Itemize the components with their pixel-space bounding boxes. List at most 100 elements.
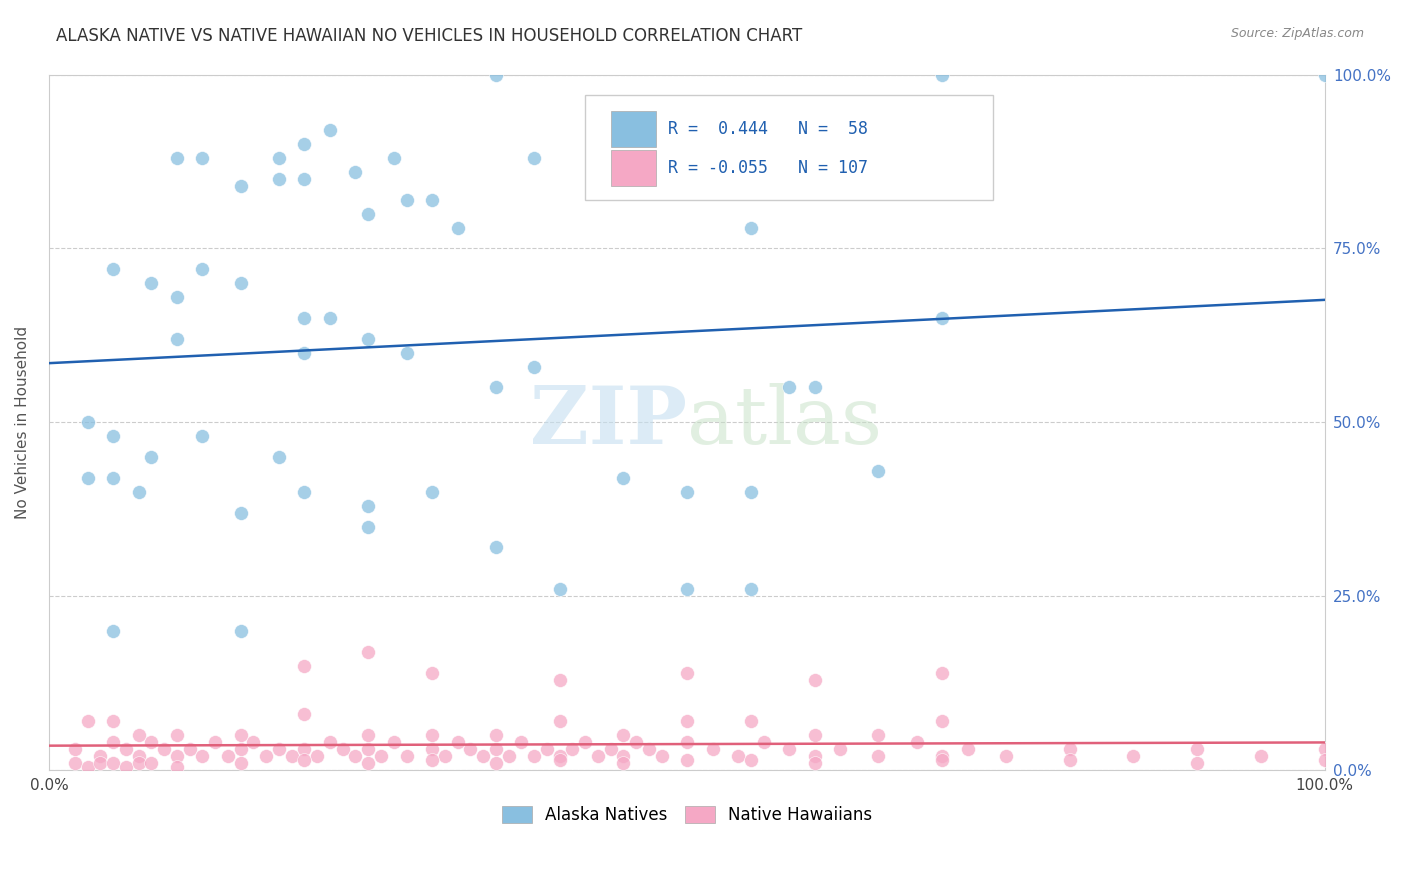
- Point: [1313, 68, 1336, 82]
- Point: [612, 749, 634, 764]
- Point: [166, 332, 188, 346]
- Point: [294, 753, 316, 767]
- Point: [1185, 756, 1208, 770]
- Point: [523, 749, 546, 764]
- Point: [828, 742, 851, 756]
- Point: [420, 728, 443, 742]
- Point: [217, 749, 239, 764]
- Point: [676, 714, 699, 729]
- Point: [485, 756, 508, 770]
- Point: [485, 541, 508, 555]
- Point: [446, 220, 468, 235]
- Point: [166, 759, 188, 773]
- Point: [868, 728, 890, 742]
- Point: [204, 735, 226, 749]
- Point: [548, 673, 571, 687]
- Point: [637, 742, 659, 756]
- Point: [267, 450, 290, 464]
- Point: [740, 582, 762, 597]
- Point: [931, 714, 953, 729]
- Point: [612, 728, 634, 742]
- Point: [344, 165, 367, 179]
- Point: [868, 749, 890, 764]
- Point: [485, 742, 508, 756]
- Point: [191, 749, 214, 764]
- Point: [1313, 753, 1336, 767]
- Point: [280, 749, 302, 764]
- Point: [803, 749, 825, 764]
- Point: [344, 749, 367, 764]
- Y-axis label: No Vehicles in Household: No Vehicles in Household: [15, 326, 30, 519]
- Point: [166, 749, 188, 764]
- Point: [141, 756, 163, 770]
- Point: [103, 624, 125, 638]
- Point: [76, 471, 98, 485]
- Point: [191, 151, 214, 165]
- Point: [229, 506, 252, 520]
- Point: [446, 735, 468, 749]
- Point: [103, 471, 125, 485]
- Point: [128, 749, 150, 764]
- Point: [294, 742, 316, 756]
- Point: [382, 735, 405, 749]
- Point: [63, 742, 86, 756]
- FancyBboxPatch shape: [585, 95, 993, 200]
- Point: [76, 415, 98, 429]
- Text: R =  0.444   N =  58: R = 0.444 N = 58: [668, 120, 868, 137]
- Point: [523, 359, 546, 374]
- Point: [420, 193, 443, 207]
- Point: [141, 276, 163, 290]
- Point: [420, 665, 443, 680]
- Text: R = -0.055   N = 107: R = -0.055 N = 107: [668, 159, 868, 177]
- Point: [103, 756, 125, 770]
- Point: [485, 68, 508, 82]
- Point: [191, 262, 214, 277]
- Text: Source: ZipAtlas.com: Source: ZipAtlas.com: [1230, 27, 1364, 40]
- Point: [778, 380, 800, 394]
- Point: [510, 735, 533, 749]
- Point: [574, 735, 596, 749]
- Point: [740, 753, 762, 767]
- Point: [1122, 749, 1144, 764]
- Point: [778, 742, 800, 756]
- Point: [458, 742, 481, 756]
- Point: [548, 714, 571, 729]
- Point: [612, 471, 634, 485]
- Point: [103, 429, 125, 443]
- Point: [141, 450, 163, 464]
- Point: [676, 735, 699, 749]
- Point: [931, 310, 953, 325]
- Point: [254, 749, 277, 764]
- Point: [931, 665, 953, 680]
- Point: [294, 484, 316, 499]
- Point: [294, 345, 316, 359]
- Point: [740, 484, 762, 499]
- Point: [332, 742, 354, 756]
- Point: [803, 380, 825, 394]
- Point: [676, 484, 699, 499]
- Point: [905, 735, 928, 749]
- Text: atlas: atlas: [688, 384, 882, 461]
- Point: [357, 206, 380, 220]
- Point: [548, 582, 571, 597]
- Point: [229, 178, 252, 193]
- Point: [267, 742, 290, 756]
- Point: [229, 276, 252, 290]
- Point: [498, 749, 520, 764]
- Point: [395, 749, 418, 764]
- Point: [76, 714, 98, 729]
- Point: [740, 714, 762, 729]
- Point: [382, 151, 405, 165]
- Point: [485, 728, 508, 742]
- Point: [294, 310, 316, 325]
- Text: ALASKA NATIVE VS NATIVE HAWAIIAN NO VEHICLES IN HOUSEHOLD CORRELATION CHART: ALASKA NATIVE VS NATIVE HAWAIIAN NO VEHI…: [56, 27, 803, 45]
- Point: [548, 749, 571, 764]
- Point: [267, 151, 290, 165]
- Point: [931, 749, 953, 764]
- Point: [307, 749, 329, 764]
- Point: [267, 171, 290, 186]
- Legend: Alaska Natives, Native Hawaiians: Alaska Natives, Native Hawaiians: [502, 806, 872, 824]
- Point: [1059, 753, 1081, 767]
- Point: [420, 484, 443, 499]
- Point: [433, 749, 456, 764]
